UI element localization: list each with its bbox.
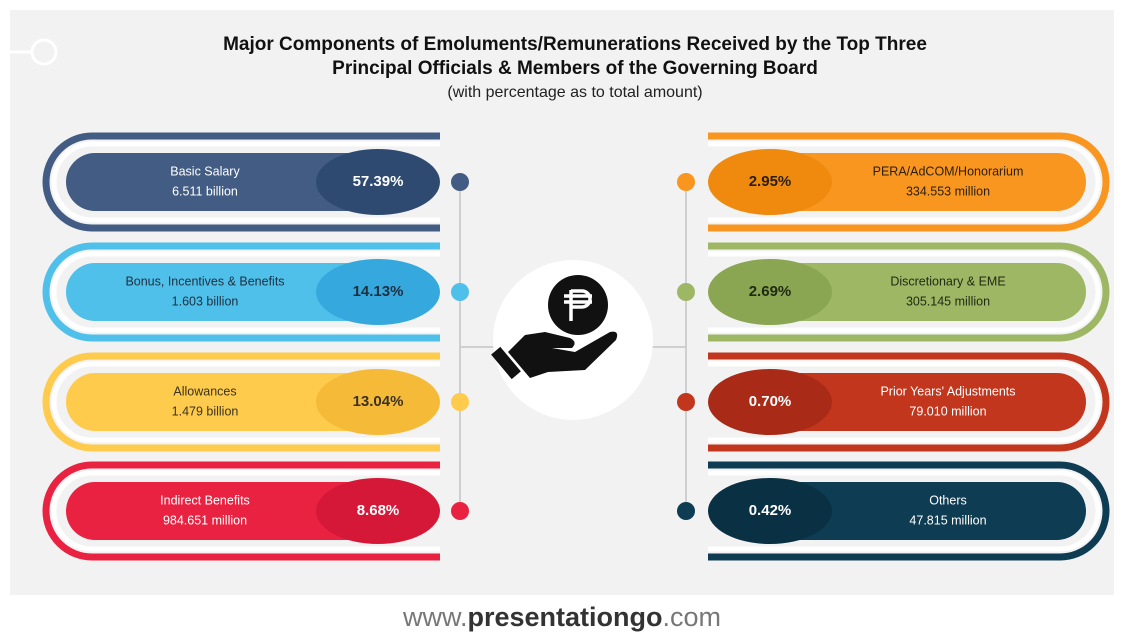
- frame: [42, 352, 440, 452]
- frame: [708, 132, 1110, 232]
- percent-badge: [316, 259, 440, 325]
- frame: [708, 242, 1110, 342]
- title: Principal Officials & Members of the Gov…: [332, 58, 818, 79]
- amount: 79.010 million: [909, 404, 986, 418]
- amount: 984.651 million: [163, 513, 247, 527]
- dot: [451, 502, 469, 520]
- percent-badge: [708, 478, 832, 544]
- percent-badge: [316, 149, 440, 215]
- frame-inner: [51, 361, 440, 443]
- percent: 13.04%: [353, 393, 404, 410]
- frame: [42, 242, 440, 342]
- subtitle: (with percentage as to total amount): [447, 84, 702, 101]
- percent: 2.69%: [749, 283, 792, 300]
- pill: [742, 482, 1086, 540]
- pill: [66, 482, 406, 540]
- frame-inner: [708, 361, 1101, 443]
- title: Major Components of Emoluments/Remunerat…: [223, 34, 927, 55]
- dot: [677, 502, 695, 520]
- footer-prefix: www.: [402, 602, 468, 632]
- pill: [742, 373, 1086, 431]
- footer-suffix: .com: [663, 602, 722, 632]
- frame: [42, 132, 440, 232]
- frame: [708, 461, 1110, 561]
- label: Discretionary & EME: [890, 274, 1005, 288]
- percent: 2.95%: [749, 173, 792, 190]
- percent-badge: [708, 149, 832, 215]
- percent-badge: [316, 478, 440, 544]
- amount: 6.511 billion: [172, 184, 238, 198]
- peso-hand-icon: [491, 275, 618, 380]
- percent-badge: [316, 369, 440, 435]
- label: Allowances: [173, 384, 236, 398]
- percent: 57.39%: [353, 173, 404, 190]
- label: PERA/AdCOM/Honorarium: [873, 164, 1024, 178]
- frame-inner: [51, 251, 440, 333]
- percent-badge: [708, 369, 832, 435]
- frame-inner: [708, 251, 1101, 333]
- dot: [451, 283, 469, 301]
- percent: 14.13%: [353, 283, 404, 300]
- amount: 47.815 million: [909, 513, 986, 527]
- logo-circle: [30, 38, 58, 66]
- items: Basic Salary 6.511 billion 57.39% Bonus, In…: [42, 132, 1110, 561]
- label: Indirect Benefits: [160, 493, 250, 507]
- label: Bonus, Incentives & Benefits: [125, 274, 284, 288]
- frame-inner: [51, 470, 440, 552]
- amount: 305.145 million: [906, 294, 990, 308]
- percent: 0.70%: [749, 393, 792, 410]
- percent: 8.68%: [357, 502, 400, 519]
- frame-inner: [708, 470, 1101, 552]
- label: Others: [929, 493, 967, 507]
- pill: [742, 263, 1086, 321]
- pill: [66, 373, 406, 431]
- label: Prior Years' Adjustments: [880, 384, 1015, 398]
- amount: 1.603 billion: [172, 294, 239, 308]
- label: Basic Salary: [170, 164, 240, 178]
- dot: [677, 173, 695, 191]
- pill: [66, 153, 406, 211]
- frame-inner: [51, 141, 440, 223]
- dot: [451, 173, 469, 191]
- pill: [66, 263, 406, 321]
- icon-backdrop: [493, 260, 653, 420]
- dot: [677, 283, 695, 301]
- dot: [451, 393, 469, 411]
- footer: www.presentationgo.com: [402, 602, 721, 632]
- pill: [742, 153, 1086, 211]
- footer-brand: presentationgo: [467, 602, 662, 632]
- amount: 1.479 billion: [172, 404, 239, 418]
- dot: [677, 393, 695, 411]
- percent-badge: [708, 259, 832, 325]
- frame: [708, 352, 1110, 452]
- frame-inner: [708, 141, 1101, 223]
- frame: [42, 461, 440, 561]
- percent: 0.42%: [749, 502, 792, 519]
- amount: 334.553 million: [906, 184, 990, 198]
